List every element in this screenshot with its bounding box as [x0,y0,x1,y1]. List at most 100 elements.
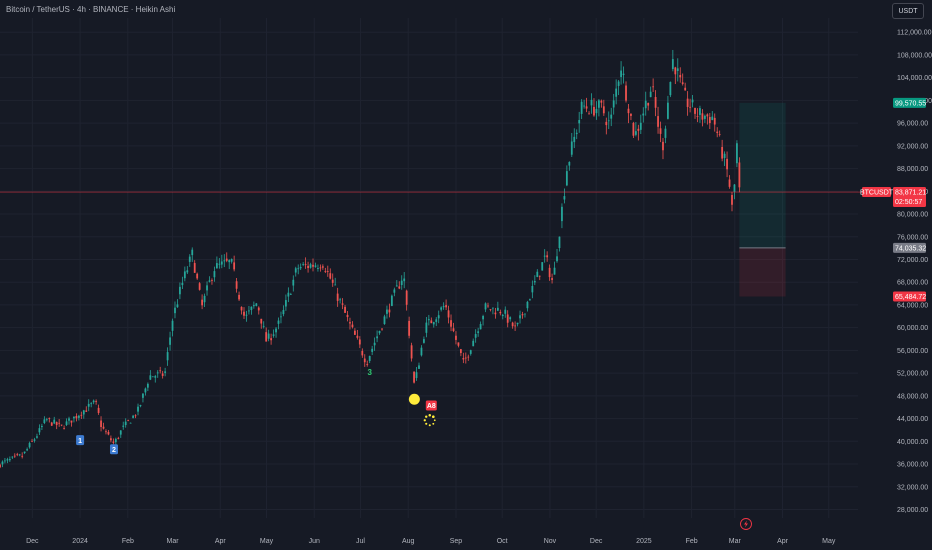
y-tick-label: 96,000.00 [897,121,928,128]
candle [671,59,674,70]
candle [107,431,110,435]
candle [536,271,539,277]
candle [386,309,388,314]
candle [284,300,287,307]
y-tick-label: 52,000.00 [897,371,928,378]
candle [40,425,43,428]
candle [31,440,33,442]
candle [462,358,465,360]
candle [514,325,517,327]
candle [459,349,462,354]
candle [4,460,6,462]
currency-button[interactable]: USDT [892,3,924,19]
y-tick-label: 32,000.00 [897,484,928,491]
x-tick-label: Apr [215,538,227,545]
candle [521,314,524,316]
candle [38,428,41,433]
y-tick-label: 48,000.00 [897,393,928,400]
candle [538,275,541,277]
candle [400,280,403,286]
candle [334,284,337,286]
candle [233,262,236,270]
candle [28,443,31,448]
stop-price-tag-label: 65,484.72 [895,294,926,301]
candle [595,108,598,114]
candle [548,267,551,278]
candle [250,306,253,311]
candle [383,316,386,325]
candle [156,372,159,374]
candle [711,116,714,121]
candle [511,322,514,327]
candle [568,161,571,166]
candle [302,264,305,265]
candle [13,455,16,457]
x-tick-label: Nov [544,538,557,545]
candle [144,388,147,393]
candle [314,265,317,267]
candle [129,422,132,424]
candle [100,420,102,428]
candle [188,256,191,262]
candle [479,324,482,330]
candle [110,438,112,441]
candle [235,281,238,289]
candle [80,414,83,416]
candle [477,331,480,333]
loading-dot [428,424,431,427]
candle [312,264,314,267]
candle [403,278,406,282]
y-tick-label: 92,000.00 [897,143,928,150]
candle [528,299,531,301]
candle [701,113,704,120]
signal-label: 3 [367,368,372,377]
candle [16,454,19,456]
candle [632,122,635,136]
candle [718,134,721,135]
y-tick-label: 68,000.00 [897,280,928,287]
candle [368,356,371,361]
candle [413,371,415,383]
candle [728,179,731,187]
marker-label: 1 [78,438,82,445]
candle [277,320,280,324]
candle [551,278,553,280]
symbol-tag [862,187,891,198]
candle [565,171,568,186]
candle [575,132,578,135]
x-tick-label: Feb [686,538,698,545]
lightning-ring [740,518,752,530]
candle [260,318,263,324]
candle [287,292,290,297]
candle [642,113,645,116]
candle [208,280,211,282]
candle [676,68,679,72]
candle [60,424,63,426]
candle [679,75,682,78]
candle [48,417,51,419]
candle [270,338,273,341]
candle [694,107,696,114]
loading-dot [431,415,435,419]
candle [427,319,430,321]
candle [634,131,637,135]
candle [336,293,339,301]
candle [467,356,470,358]
candle [516,322,519,325]
y-tick-label: 64,000.00 [897,302,928,309]
candle [193,263,196,273]
candle [151,376,154,378]
candle [423,339,425,343]
candle [652,86,655,88]
yellow-signal-dot [408,393,420,405]
candle [326,271,329,272]
wave-marker [76,435,85,446]
y-tick-label: 104,000.00 [897,75,932,82]
x-tick-label: Oct [497,538,508,545]
candle [622,73,625,75]
candle [533,280,536,283]
candle [201,299,203,306]
candle [381,328,383,330]
candle [615,88,618,97]
